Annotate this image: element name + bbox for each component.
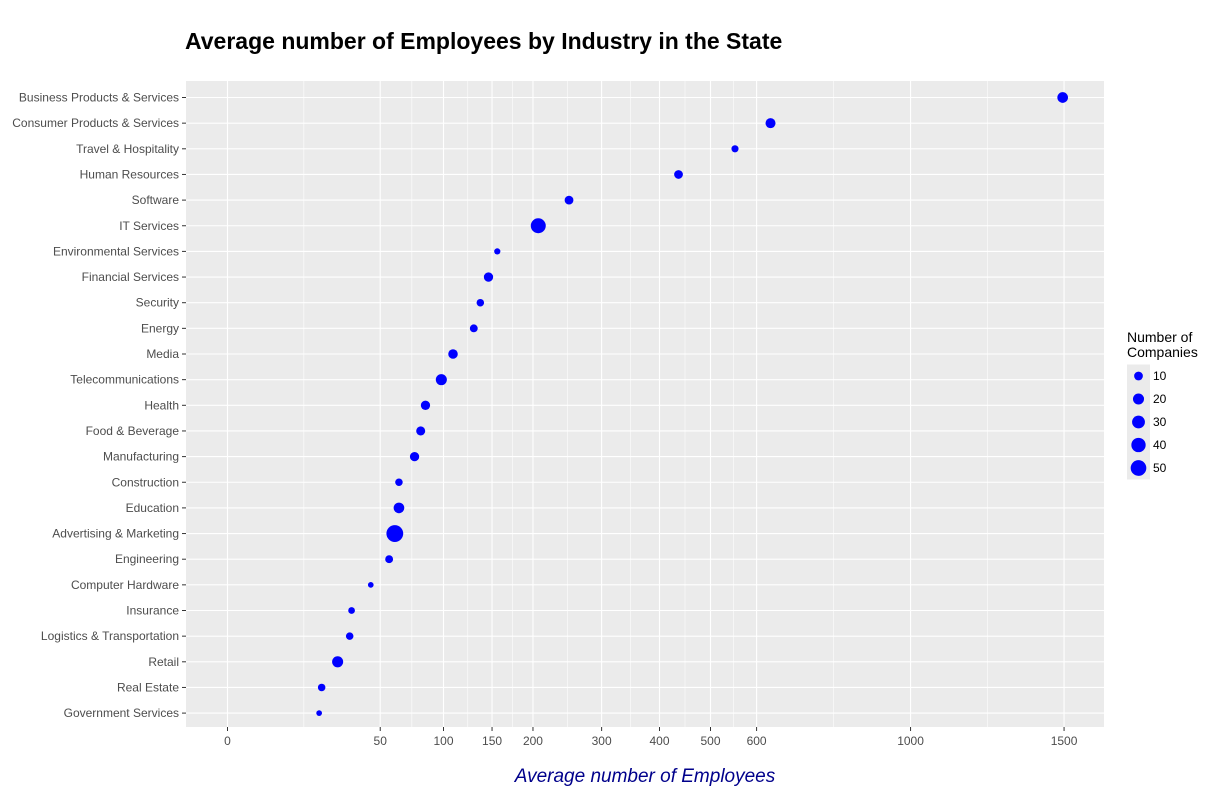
data-point <box>345 632 354 640</box>
y-tick-label: Security <box>136 296 179 310</box>
data-point <box>317 683 326 692</box>
y-tick-label: Government Services <box>64 706 179 720</box>
y-tick-label: Environmental Services <box>53 244 179 258</box>
data-point <box>393 502 405 514</box>
y-tick-label: Energy <box>141 321 179 335</box>
data-point <box>530 218 546 234</box>
y-tick-label: IT Services <box>119 219 179 233</box>
y-tick-label: Construction <box>112 475 179 489</box>
data-points <box>316 92 1069 716</box>
y-tick-label: Software <box>132 193 180 207</box>
x-tick-label: 100 <box>433 734 453 748</box>
legend-key <box>1131 437 1146 453</box>
y-tick-label: Logistics & Transportation <box>41 629 179 643</box>
data-point <box>435 374 447 386</box>
data-point <box>395 478 403 487</box>
y-axis: Business Products & Services Consumer Pro… <box>12 91 186 720</box>
data-point <box>332 656 344 668</box>
x-axis-title: Average number of Employees <box>514 766 776 787</box>
data-point <box>385 555 394 564</box>
data-point <box>448 349 458 359</box>
x-tick-label: 1000 <box>897 734 924 748</box>
legend-label: 20 <box>1153 392 1167 406</box>
y-tick-label: Travel & Hospitality <box>76 142 179 156</box>
data-point <box>386 525 404 542</box>
data-point <box>564 195 574 205</box>
y-tick-label: Financial Services <box>82 270 179 284</box>
x-tick-label: 400 <box>649 734 669 748</box>
y-tick-label: Food & Beverage <box>86 424 180 438</box>
x-tick-label: 500 <box>700 734 720 748</box>
data-point <box>765 118 776 129</box>
legend-label: 30 <box>1153 415 1167 429</box>
legend-key <box>1132 415 1145 429</box>
x-tick-label: 50 <box>374 734 388 748</box>
y-tick-label: Advertising & Marketing <box>52 527 179 541</box>
y-tick-label: Real Estate <box>117 680 179 694</box>
data-point <box>483 272 494 282</box>
data-point <box>1057 92 1069 103</box>
legend-label: 40 <box>1153 438 1167 452</box>
minor-gridlines <box>303 81 988 727</box>
plot-panel <box>186 81 1104 727</box>
legend-label: 10 <box>1153 369 1167 383</box>
y-tick-label: Health <box>144 398 179 412</box>
data-point <box>731 145 739 153</box>
x-tick-label: 600 <box>747 734 767 748</box>
major-gridlines <box>186 81 1104 727</box>
y-tick-label: Retail <box>148 655 179 669</box>
y-tick-label: Media <box>146 347 179 361</box>
data-point <box>409 451 420 462</box>
legend-key <box>1130 460 1147 476</box>
x-tick-label: 200 <box>523 734 543 748</box>
data-point <box>367 582 374 588</box>
legend-title: Number of Companies <box>1127 330 1212 360</box>
data-point <box>494 248 501 255</box>
data-point <box>674 170 683 179</box>
y-tick-label: Consumer Products & Services <box>12 116 179 130</box>
data-point <box>316 710 322 716</box>
x-tick-label: 300 <box>592 734 612 748</box>
x-tick-label: 1500 <box>1051 734 1078 748</box>
data-point <box>348 607 355 614</box>
x-tick-label: 0 <box>224 734 231 748</box>
legend-key <box>1134 371 1143 381</box>
y-tick-label: Insurance <box>126 604 179 618</box>
data-point <box>420 400 431 410</box>
x-tick-label: 150 <box>482 734 502 748</box>
x-axis: 0 50 100 150 200 300 400 500 600 1000 1500 <box>224 727 1078 748</box>
legend-title-line: Number of <box>1127 329 1193 345</box>
legend: 10 20 30 40 50 <box>1127 364 1167 480</box>
data-point <box>416 426 426 436</box>
y-tick-label: Human Resources <box>80 167 179 181</box>
y-tick-label: Telecommunications <box>70 373 179 387</box>
data-point <box>476 298 485 307</box>
y-tick-label: Computer Hardware <box>71 578 179 592</box>
y-tick-label: Education <box>126 501 179 515</box>
y-tick-label: Business Products & Services <box>19 91 179 105</box>
legend-label: 50 <box>1153 461 1167 475</box>
legend-key <box>1132 393 1145 405</box>
chart-title: Average number of Employees by Industry … <box>185 28 783 54</box>
y-tick-label: Manufacturing <box>103 450 179 464</box>
y-tick-label: Engineering <box>115 552 179 566</box>
data-point <box>469 324 478 333</box>
legend-title-line: Companies <box>1127 344 1198 360</box>
